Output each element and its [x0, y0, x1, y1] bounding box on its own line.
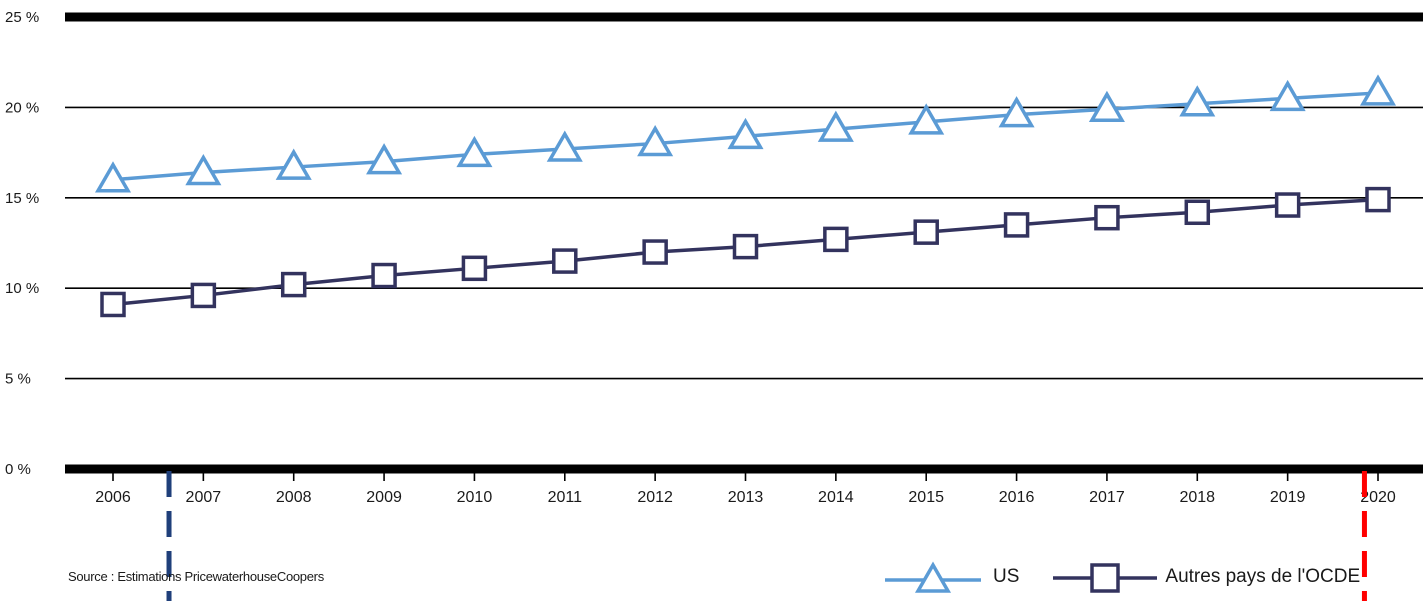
data-point — [456, 135, 493, 168]
data-point — [1184, 199, 1211, 226]
x-tick-label: 2011 — [548, 489, 583, 506]
data-point — [185, 153, 222, 186]
legend-item-ocde: Autres pays de l'OCDE — [1053, 558, 1360, 596]
x-axis-tick-labels: 2006 2007 2008 2009 2010 2011 2012 2013 2014 2015… — [95, 473, 1396, 506]
data-point — [642, 239, 668, 265]
data-point — [1003, 212, 1030, 238]
x-tick-label: 2019 — [1270, 489, 1306, 506]
y-tick-label: 5 % — [5, 371, 31, 388]
data-point — [94, 161, 132, 193]
data-point — [552, 248, 578, 274]
data-point — [817, 110, 854, 142]
data-point — [546, 130, 583, 162]
x-tick-label: 2013 — [728, 489, 764, 506]
data-point — [280, 271, 307, 298]
data-point — [823, 226, 849, 253]
data-point — [190, 282, 217, 309]
data-point — [998, 96, 1035, 128]
source-note: Source : Estimations PricewaterhouseCoop… — [68, 569, 324, 584]
legend-item-us: US — [885, 558, 1019, 596]
data-point — [727, 117, 764, 150]
data-point — [1269, 79, 1306, 112]
data-point — [1179, 85, 1216, 117]
x-tick-label: 2009 — [366, 489, 402, 506]
data-point — [1094, 204, 1120, 231]
x-tick-label: 2007 — [186, 489, 222, 506]
data-point — [275, 148, 312, 180]
legend-us-swatch — [885, 561, 981, 593]
x-tick-label: 2012 — [637, 489, 673, 506]
y-tick-label: 20 % — [5, 99, 39, 116]
data-point — [913, 219, 939, 245]
y-tick-label: 10 % — [5, 280, 39, 297]
legend-label-us: US — [993, 566, 1020, 587]
legend-label-ocde: Autres pays de l'OCDE — [1165, 566, 1361, 587]
y-tick-label: 15 % — [5, 190, 39, 207]
data-point — [461, 255, 488, 282]
series-group — [94, 74, 1397, 318]
x-tick-label: 2015 — [908, 489, 944, 506]
data-point — [100, 291, 126, 318]
x-tick-label: 2014 — [818, 489, 854, 506]
data-point — [908, 103, 945, 135]
data-point — [1088, 90, 1125, 122]
data-point — [366, 143, 403, 175]
data-point — [371, 262, 397, 289]
legend-ocde-swatch — [1053, 563, 1158, 593]
series-us — [94, 74, 1397, 193]
y-tick-label: 25 % — [5, 9, 39, 26]
x-tick-label: 2018 — [1179, 489, 1215, 506]
data-point — [1359, 74, 1397, 106]
series-ocde — [100, 186, 1391, 318]
data-point — [1274, 192, 1301, 218]
x-tick-label: 2016 — [999, 489, 1035, 506]
legend: US Autres pays de l'OCDE — [885, 558, 1360, 596]
y-tick-label: 0 % — [5, 461, 31, 478]
x-tick-label: 2020 — [1360, 489, 1396, 506]
x-tick-label: 2017 — [1089, 489, 1125, 506]
data-point — [732, 233, 759, 260]
x-tick-label: 2008 — [276, 489, 312, 506]
x-tick-label: 2010 — [457, 489, 493, 506]
data-point — [1365, 186, 1391, 213]
x-tick-label: 2006 — [95, 489, 131, 506]
annotation-lines — [166, 471, 1367, 601]
data-point — [637, 125, 674, 157]
y-axis-tick-labels: 0 % 5 % 10 % 15 % 20 % 25 % — [5, 9, 39, 478]
